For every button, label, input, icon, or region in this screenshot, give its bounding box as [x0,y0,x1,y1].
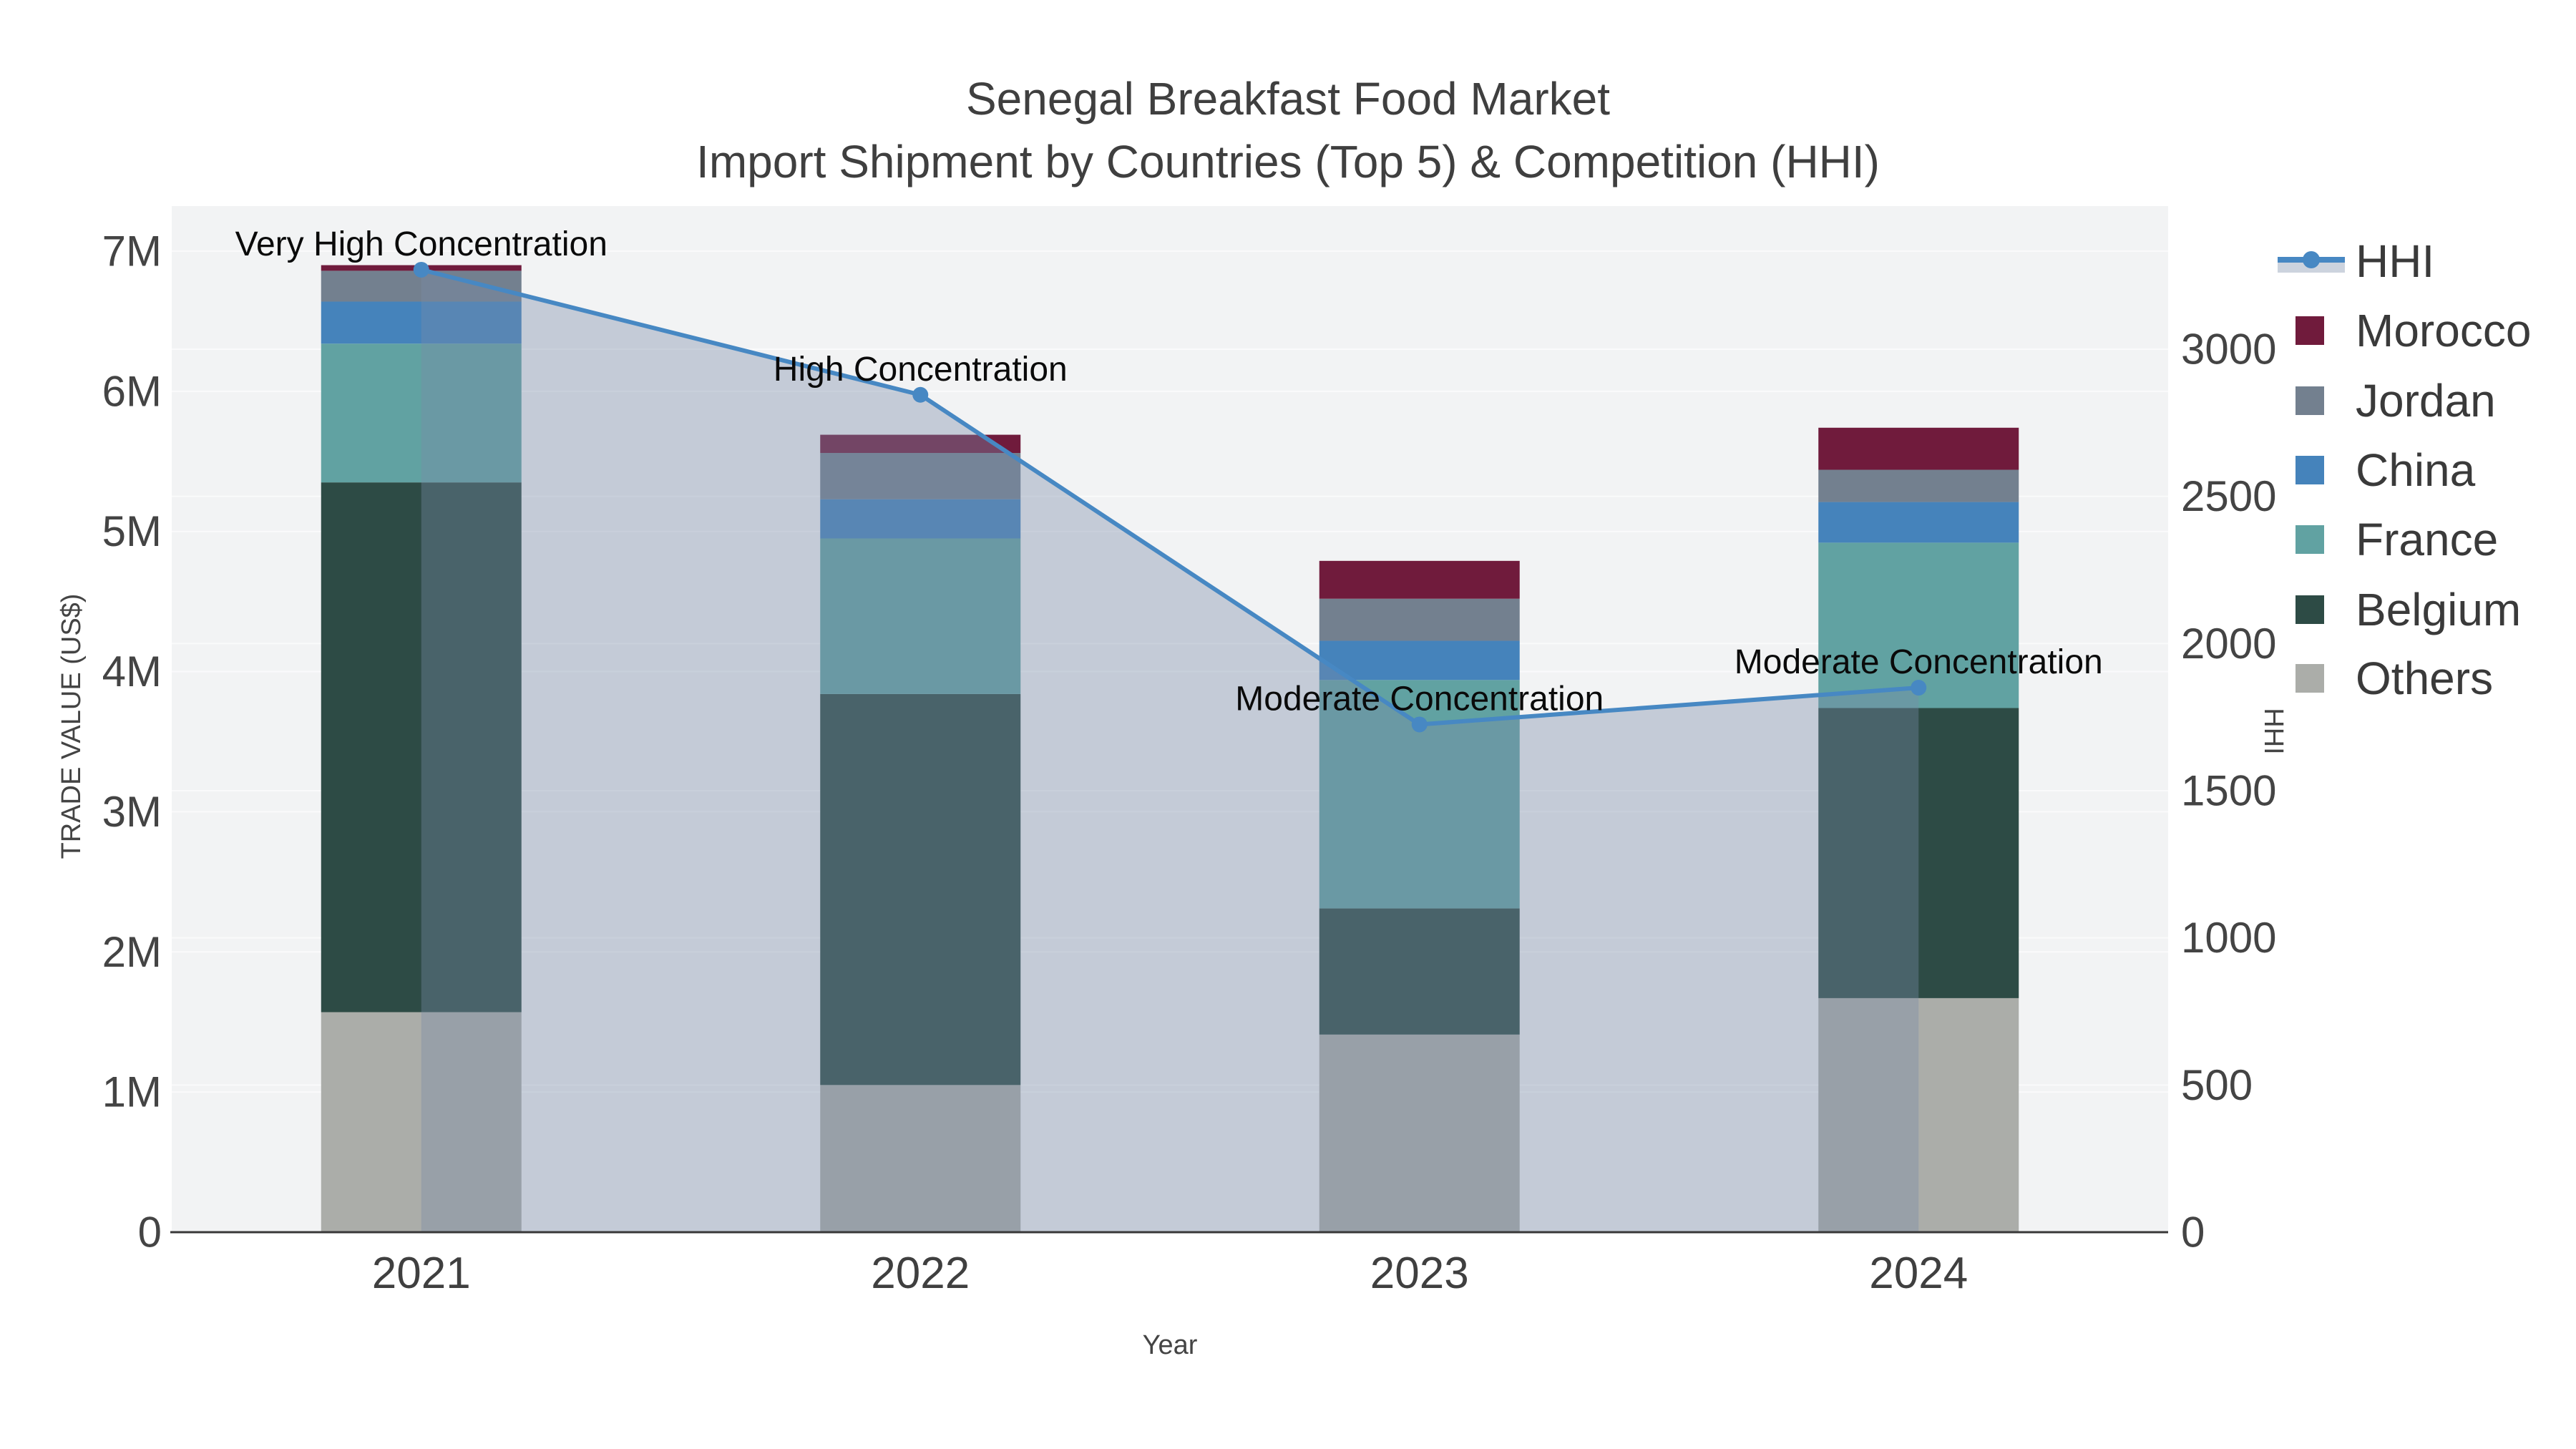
x-axis-tick-2024: 2024 [1869,1249,1968,1298]
legend-item-morocco[interactable]: Morocco [2296,305,2531,356]
left-axis-tick-5M: 5M [102,507,162,555]
right-axis-tick-3000: 3000 [2181,326,2276,374]
bar-segment-china-2024[interactable] [1818,502,2019,543]
left-axis-tick-7M: 7M [102,227,162,275]
legend-label-france: France [2356,514,2498,565]
annotation-2023: Moderate Concentration [1235,680,1604,718]
legend-swatch-china [2296,456,2324,484]
legend-item-jordan[interactable]: Jordan [2296,375,2496,426]
bar-segment-china-2022[interactable] [820,499,1021,539]
bar-segment-china-2021[interactable] [321,301,522,344]
hhi-marker-2021[interactable] [413,261,429,278]
right-axis-tick-2000: 2000 [2181,620,2276,668]
bar-segment-belgium-2024[interactable] [1818,708,2019,998]
hhi-line [421,268,1919,727]
hhi-marker-2024[interactable] [1911,680,1927,696]
bar-segment-morocco-2023[interactable] [1319,560,1520,599]
legend-item-china[interactable]: China [2296,444,2476,496]
legend-label-belgium: Belgium [2356,584,2521,635]
bar-segment-jordan-2022[interactable] [820,453,1021,499]
legend-label-morocco: Morocco [2356,305,2531,356]
legend-label-jordan: Jordan [2356,375,2496,426]
annotation-2022: High Concentration [774,351,1068,389]
y-axis-title-right: HHI [2258,708,2288,754]
bar-segment-morocco-2024[interactable] [1818,427,2019,470]
bar-segment-france-2022[interactable] [820,538,1021,694]
annotation-2024: Moderate Concentration [1735,643,2103,681]
legend-swatch-belgium [2296,595,2324,624]
hhi-area-fill [421,269,1919,1233]
legend-label-hhi: HHI [2356,235,2434,287]
legend-swatch-others [2296,664,2324,693]
plot-group: Very High Concentration High Concentratio… [102,206,2531,1298]
bar-segment-others-2024[interactable] [1818,997,2019,1232]
bar-segment-belgium-2021[interactable] [321,482,522,1013]
x-axis-tick-2023: 2023 [1370,1249,1469,1298]
legend-swatch-france [2296,525,2324,554]
bar-segment-france-2021[interactable] [321,343,522,483]
hhi-marker-2022[interactable] [912,386,929,403]
right-axis-tick-2500: 2500 [2181,472,2276,520]
legend-item-france[interactable]: France [2296,514,2498,565]
bar-segment-china-2023[interactable] [1319,640,1520,680]
right-axis-tick-500: 500 [2181,1061,2253,1109]
legend-swatch-morocco [2296,316,2324,345]
right-axis-tick-0: 0 [2181,1209,2205,1257]
bar-segment-others-2023[interactable] [1319,1034,1520,1232]
y-axis-title-left: TRADE VALUE (US$) [57,594,87,859]
left-axis-tick-4M: 4M [102,648,162,696]
legend-item-belgium[interactable]: Belgium [2296,584,2521,635]
legend-item-others[interactable]: Others [2296,653,2493,704]
bar-segment-jordan-2024[interactable] [1818,469,2019,502]
hhi-marker-2023[interactable] [1411,716,1428,733]
left-axis-tick-3M: 3M [102,788,162,836]
bar-segment-others-2022[interactable] [820,1085,1021,1232]
left-axis-tick-2M: 2M [102,928,162,976]
left-axis-tick-0: 0 [138,1209,162,1257]
legend-label-china: China [2356,444,2476,496]
chart-title-line2: Import Shipment by Countries (Top 5) & C… [696,136,1880,187]
bar-segment-others-2021[interactable] [321,1012,522,1232]
bar-segment-jordan-2023[interactable] [1319,598,1520,641]
legend-item-hhi[interactable]: HHI [2278,235,2434,287]
left-axis-tick-1M: 1M [102,1068,162,1116]
legend-hhi-marker-swatch [2303,251,2320,268]
chart-title-line1: Senegal Breakfast Food Market [966,73,1610,125]
left-axis-tick-6M: 6M [102,367,162,415]
right-axis-tick-1500: 1500 [2181,767,2276,815]
x-axis-tick-2022: 2022 [871,1249,970,1298]
bar-segment-belgium-2022[interactable] [820,693,1021,1085]
legend-swatch-jordan [2296,386,2324,415]
bar-segment-belgium-2023[interactable] [1319,908,1520,1035]
annotation-2021: Very High Concentration [235,225,608,263]
right-axis-tick-1000: 1000 [2181,914,2276,962]
legend-label-others: Others [2356,653,2493,704]
x-axis-tick-2021: 2021 [372,1249,471,1298]
x-axis-title: Year [1143,1330,1198,1360]
